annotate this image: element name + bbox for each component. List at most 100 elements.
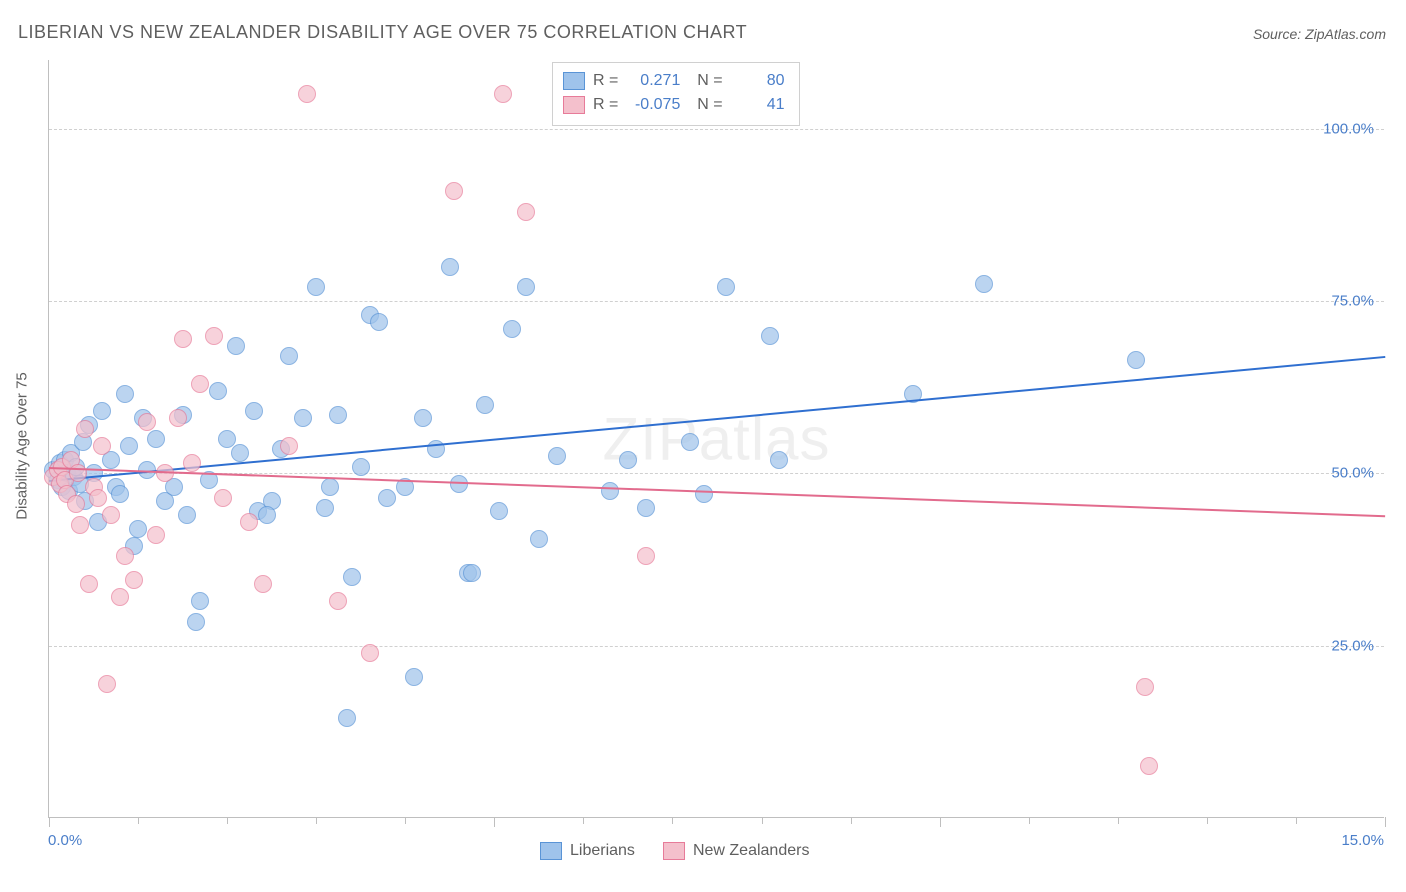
scatter-point	[503, 320, 521, 338]
scatter-point	[298, 85, 316, 103]
stat-label: R =	[593, 69, 618, 93]
correlation-stats-box: R = 0.271 N = 80 R = -0.075 N = 41	[552, 62, 800, 126]
scatter-point	[601, 482, 619, 500]
y-tick-label: 75.0%	[1331, 293, 1374, 310]
x-tick-minor	[672, 817, 673, 824]
scatter-point	[98, 675, 116, 693]
scatter-point	[975, 275, 993, 293]
scatter-point	[227, 337, 245, 355]
x-tick-minor	[316, 817, 317, 824]
scatter-point	[280, 437, 298, 455]
scatter-point	[494, 85, 512, 103]
scatter-point	[361, 644, 379, 662]
source-attribution: Source: ZipAtlas.com	[1253, 26, 1386, 42]
scatter-point	[517, 203, 535, 221]
scatter-point	[111, 485, 129, 503]
x-tick-minor	[138, 817, 139, 824]
stat-r-value: -0.075	[626, 93, 680, 117]
x-tick-major	[1385, 817, 1386, 827]
x-tick-minor	[227, 817, 228, 824]
swatch-icon	[540, 842, 562, 860]
scatter-point	[156, 464, 174, 482]
scatter-point	[637, 547, 655, 565]
scatter-point	[111, 588, 129, 606]
scatter-point	[343, 568, 361, 586]
scatter-point	[129, 520, 147, 538]
scatter-point	[770, 451, 788, 469]
gridline	[49, 129, 1384, 130]
scatter-point	[695, 485, 713, 503]
scatter-point	[147, 526, 165, 544]
y-tick-label: 50.0%	[1331, 465, 1374, 482]
scatter-point	[517, 278, 535, 296]
scatter-point	[231, 444, 249, 462]
swatch-icon	[563, 72, 585, 90]
legend-label: New Zealanders	[693, 842, 810, 860]
scatter-point	[352, 458, 370, 476]
legend-item: Liberians	[540, 842, 635, 860]
scatter-point	[378, 489, 396, 507]
scatter-point	[147, 430, 165, 448]
scatter-point	[209, 382, 227, 400]
x-tick-major	[49, 817, 50, 827]
scatter-point	[414, 409, 432, 427]
scatter-point	[102, 506, 120, 524]
stat-n-value: 80	[731, 69, 785, 93]
swatch-icon	[663, 842, 685, 860]
x-axis-min-label: 0.0%	[48, 832, 82, 849]
scatter-point	[619, 451, 637, 469]
stat-n-value: 41	[731, 93, 785, 117]
scatter-point	[316, 499, 334, 517]
legend-item: New Zealanders	[663, 842, 810, 860]
x-tick-minor	[1029, 817, 1030, 824]
scatter-point	[178, 506, 196, 524]
stats-row: R = -0.075 N = 41	[563, 93, 785, 117]
chart-title: LIBERIAN VS NEW ZEALANDER DISABILITY AGE…	[18, 22, 747, 43]
swatch-icon	[563, 96, 585, 114]
scatter-point	[76, 420, 94, 438]
scatter-point	[548, 447, 566, 465]
scatter-point	[80, 575, 98, 593]
scatter-point	[338, 709, 356, 727]
watermark-text: ZIPatlas	[602, 404, 830, 473]
scatter-point	[294, 409, 312, 427]
scatter-point	[476, 396, 494, 414]
scatter-point	[441, 258, 459, 276]
scatter-point	[93, 402, 111, 420]
gridline	[49, 646, 1384, 647]
scatter-point	[329, 592, 347, 610]
stat-label: N =	[688, 93, 722, 117]
x-tick-major	[494, 817, 495, 827]
scatter-point	[321, 478, 339, 496]
x-tick-minor	[1207, 817, 1208, 824]
scatter-point	[761, 327, 779, 345]
scatter-point	[240, 513, 258, 531]
plot-area: ZIPatlas 25.0%50.0%75.0%100.0%	[48, 60, 1384, 818]
scatter-point	[258, 506, 276, 524]
x-axis-max-label: 15.0%	[1341, 832, 1384, 849]
y-axis-label: Disability Age Over 75	[14, 372, 31, 520]
scatter-point	[116, 385, 134, 403]
x-tick-major	[940, 817, 941, 827]
series-legend: Liberians New Zealanders	[540, 842, 809, 860]
y-tick-label: 100.0%	[1323, 120, 1374, 137]
gridline	[49, 301, 1384, 302]
scatter-point	[120, 437, 138, 455]
scatter-point	[116, 547, 134, 565]
scatter-point	[637, 499, 655, 517]
scatter-point	[187, 613, 205, 631]
scatter-point	[1136, 678, 1154, 696]
scatter-point	[191, 375, 209, 393]
scatter-point	[93, 437, 111, 455]
scatter-point	[214, 489, 232, 507]
scatter-point	[245, 402, 263, 420]
scatter-point	[205, 327, 223, 345]
scatter-point	[530, 530, 548, 548]
stat-label: R =	[593, 93, 618, 117]
scatter-point	[280, 347, 298, 365]
stat-r-value: 0.271	[626, 69, 680, 93]
scatter-point	[67, 495, 85, 513]
scatter-point	[405, 668, 423, 686]
scatter-point	[169, 409, 187, 427]
scatter-point	[125, 571, 143, 589]
